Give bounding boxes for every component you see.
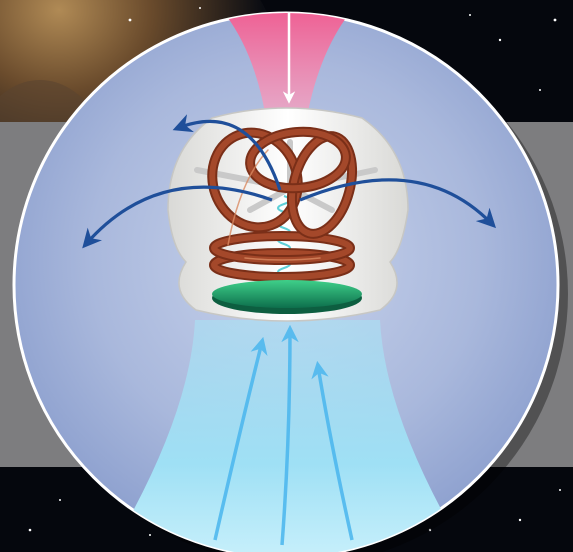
curved-outflow-arrows — [82, 114, 497, 249]
green-disk — [212, 280, 362, 308]
inflow-arrows — [213, 324, 354, 546]
pink-accretion-funnel — [222, 13, 352, 150]
copper-loop-coils — [207, 126, 357, 282]
